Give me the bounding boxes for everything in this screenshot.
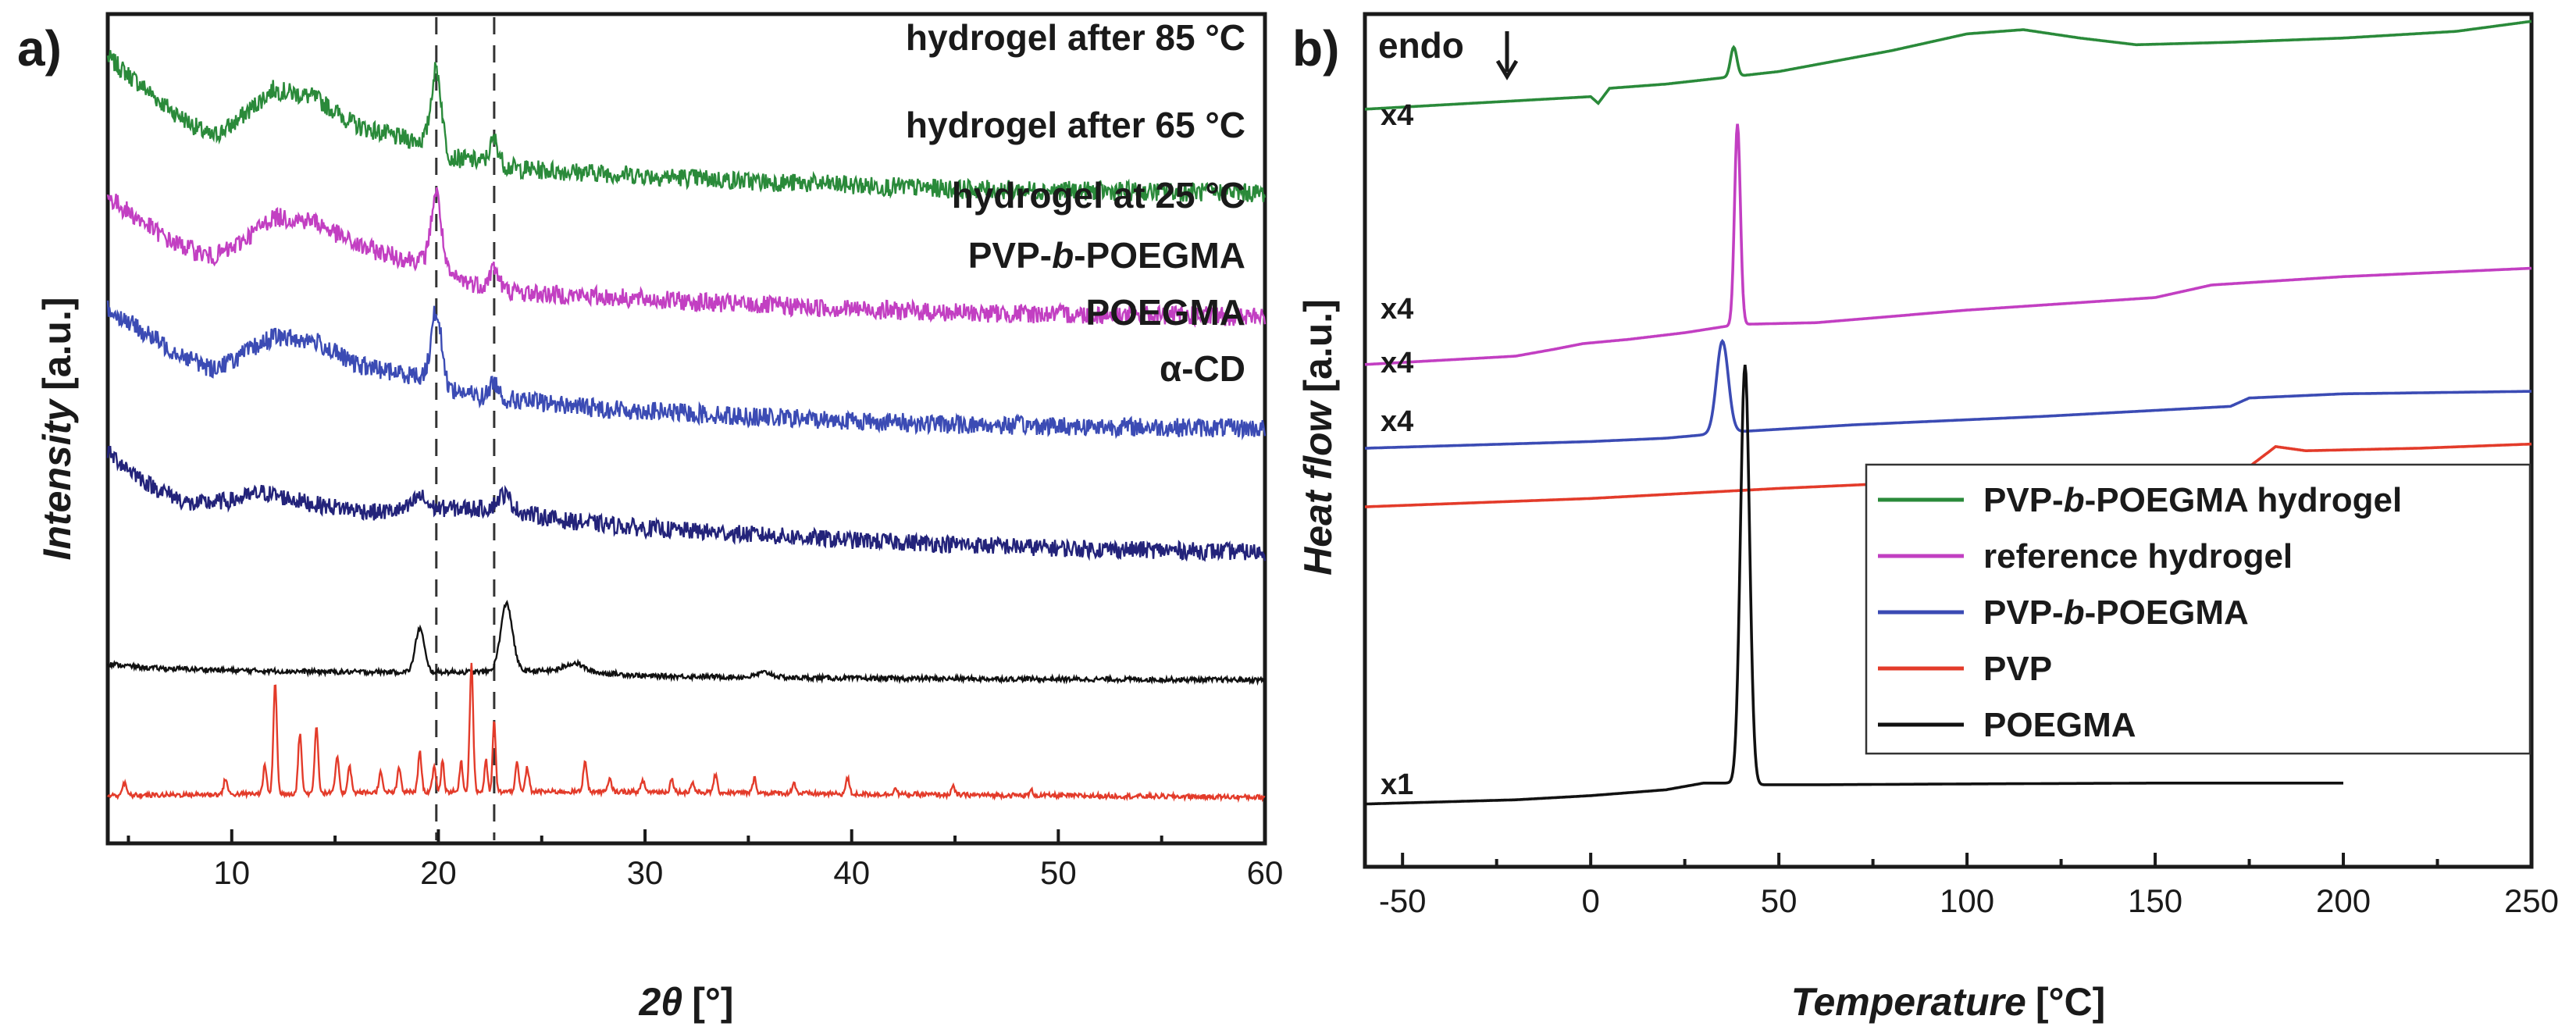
x-tick-label: -50 xyxy=(1379,882,1427,919)
xrd-series-cd xyxy=(107,662,1266,804)
scale-factor-label: x4 xyxy=(1381,293,1413,326)
x-tick-label: 250 xyxy=(2504,882,2559,919)
panel-b-label: b) xyxy=(1292,20,1339,77)
x-tick-label: 150 xyxy=(2128,882,2182,919)
panel-a-x-axis-symbol: 2θ xyxy=(639,980,683,1024)
panel-b-x-axis-unit: [°C] xyxy=(2036,980,2105,1024)
x-tick-label: 0 xyxy=(1581,882,1599,919)
panel-b-y-axis-label: Heat flow [a.u.] xyxy=(1296,299,1340,576)
x-tick-label: 100 xyxy=(1940,882,1994,919)
panel-a-y-axis-name: Intensity xyxy=(35,398,79,561)
endo-annotation: endo xyxy=(1378,25,1464,66)
panel-a-x-axis-unit: [°] xyxy=(692,980,733,1024)
xrd-series-poegma xyxy=(106,600,1266,686)
label-part: PVP- xyxy=(1983,481,2064,519)
legend-label-poegma: POEGMA xyxy=(1983,706,2136,744)
label-part: PVP- xyxy=(1983,593,2064,632)
label-part: b xyxy=(1052,235,1074,276)
endo-arrow-icon xyxy=(1495,31,1519,80)
scale-factor-label: x4 xyxy=(1381,99,1413,132)
dsc-series-reference-hydrogel xyxy=(1364,123,2532,366)
series-label-poegma: POEGMA xyxy=(1086,292,1245,333)
xrd-series-pvp-b-poegma xyxy=(106,445,1267,562)
panel-b-x-axis-ticks: -50 0 50 100 150 200 250 xyxy=(1379,853,2559,919)
panel-a-x-axis-ticks: 10 20 30 40 50 60 xyxy=(126,829,1284,891)
legend-box xyxy=(1865,463,2531,755)
panel-a-x-axis-label: 2θ [°] xyxy=(639,980,734,1024)
xrd-series-hydrogel-at-25-c xyxy=(106,300,1267,441)
label-part: -POEGMA hydrogel xyxy=(2085,481,2403,519)
series-label-hydrogel-at-25-c: hydrogel at 25 °C xyxy=(952,175,1245,216)
legend-label-pvp: PVP xyxy=(1983,650,2052,688)
panel-a-label: a) xyxy=(17,20,62,77)
panel-b-plot-frame xyxy=(1363,12,2534,869)
x-tick-label: 50 xyxy=(1040,854,1077,891)
label-part: b xyxy=(2064,593,2085,632)
xrd-series-hydrogel-after-65-c xyxy=(106,187,1267,328)
xrd-series-hydrogel-after-85-c xyxy=(106,50,1267,204)
panel-a-y-axis-label: Intensity [a.u.] xyxy=(35,297,79,560)
panel-a-series xyxy=(106,50,1267,804)
dsc-series-poegma xyxy=(1365,365,2343,806)
legend-label-pvp-b-poegma: PVP-b-POEGMA xyxy=(1983,593,2249,632)
x-tick-label: 60 xyxy=(1247,854,1284,891)
label-part: hydrogel after 65 °C xyxy=(906,105,1245,145)
series-label-hydrogel-after-65-c: hydrogel after 65 °C xyxy=(906,105,1245,145)
x-tick-label: 30 xyxy=(627,854,664,891)
scale-factor-label: x4 xyxy=(1381,347,1413,380)
panel-b-scale-labels: x4 x4 x4 x4 x1 xyxy=(1381,99,1413,801)
x-tick-label: 200 xyxy=(2316,882,2371,919)
dsc-series-pvp-b-poegma-hydrogel xyxy=(1365,20,2532,111)
legend-label-reference-hydrogel: reference hydrogel xyxy=(1983,537,2293,576)
x-tick-label: 20 xyxy=(420,854,457,891)
label-part: α-CD xyxy=(1160,348,1245,389)
label-part: POEGMA xyxy=(1983,706,2136,744)
dsc-series-pvp-b-poegma xyxy=(1365,338,2531,450)
panel-b-x-axis-label: Temperature [°C] xyxy=(1791,980,2105,1024)
series-label-hydrogel-after-85-c: hydrogel after 85 °C xyxy=(906,17,1245,58)
scale-factor-label: x4 xyxy=(1381,405,1413,438)
panel-a-series-labels: hydrogel after 85 °C hydrogel after 65 °C… xyxy=(906,17,1245,389)
panel-a-reference-lines xyxy=(435,17,496,840)
label-part: PVP- xyxy=(968,235,1052,276)
label-part: -POEGMA xyxy=(2085,593,2249,632)
series-label-pvp-b-poegma: PVP-b-POEGMA xyxy=(968,235,1245,276)
label-part: POEGMA xyxy=(1086,292,1245,333)
label-part: hydrogel at 25 °C xyxy=(952,175,1245,216)
series-label-cd: α-CD xyxy=(1160,348,1245,389)
scale-factor-label: x1 xyxy=(1381,768,1413,801)
x-tick-label: 40 xyxy=(833,854,870,891)
panel-b-y-axis-name: Heat flow xyxy=(1296,399,1340,575)
panel-b-x-axis-name: Temperature xyxy=(1791,980,2026,1024)
panel-b-y-axis-unit: [a.u.] xyxy=(1296,299,1340,392)
label-part: reference hydrogel xyxy=(1983,537,2293,576)
legend-label-pvp-b-poegma-hydrogel: PVP-b-POEGMA hydrogel xyxy=(1983,481,2402,519)
label-part: PVP xyxy=(1983,650,2052,688)
panel-b: b) x4 x4 x4 x4 x1 -50 0 50 100 150 200 250 endo PV… xyxy=(1292,12,2559,1024)
label-part: -POEGMA xyxy=(1074,235,1245,276)
panel-a: a) hydrogel after 85 °C hydrogel after 65… xyxy=(17,12,1284,1024)
x-tick-label: 50 xyxy=(1761,882,1797,919)
x-tick-label: 10 xyxy=(213,854,250,891)
label-part: b xyxy=(2064,481,2085,519)
label-part: hydrogel after 85 °C xyxy=(906,17,1245,58)
panel-a-plot-frame xyxy=(105,12,1267,846)
panel-a-y-axis-unit: [a.u.] xyxy=(35,297,79,390)
